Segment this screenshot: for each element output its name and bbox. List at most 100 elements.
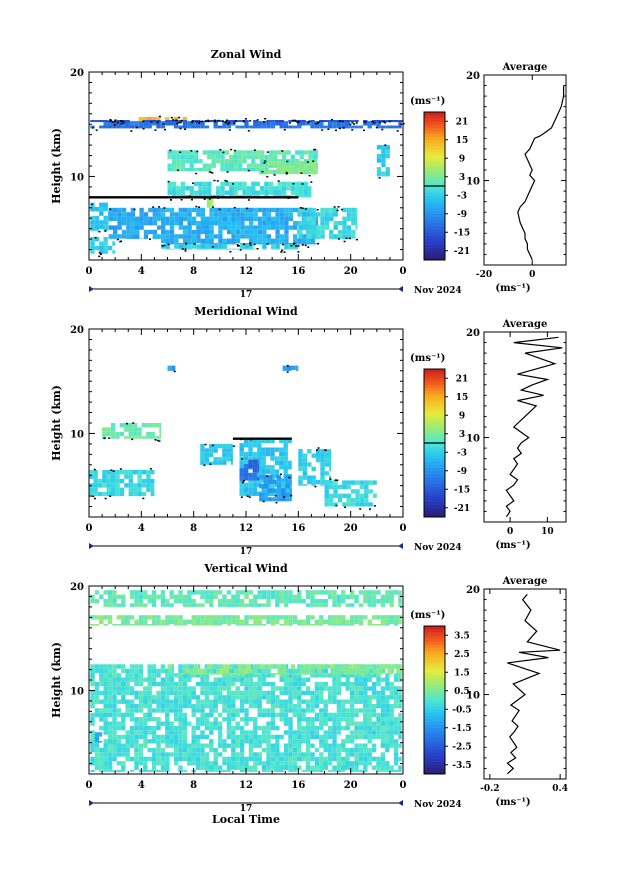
data-cell — [270, 686, 276, 691]
data-cell — [319, 752, 324, 757]
data-cell — [343, 664, 348, 669]
contour-dot — [169, 149, 172, 152]
data-cell — [281, 154, 287, 160]
data-cell — [371, 756, 377, 762]
data-cell — [398, 769, 402, 772]
colorbar-swatch — [424, 761, 445, 766]
data-cell — [292, 703, 298, 709]
data-cell — [249, 229, 254, 235]
data-cell — [239, 708, 245, 713]
data-cell — [349, 695, 355, 700]
x-ticks: 0 4 8 12 16 20 0 — [86, 329, 407, 534]
data-cell — [281, 160, 286, 166]
contour-dot — [244, 118, 247, 120]
data-cell — [107, 615, 113, 620]
data-cell — [112, 739, 117, 744]
data-cell — [200, 690, 205, 696]
data-cell — [376, 717, 381, 722]
data-cell — [327, 590, 333, 595]
data-cell — [279, 121, 284, 126]
data-cell — [121, 234, 127, 239]
data-cell — [283, 594, 289, 599]
colorbar-swatch — [424, 464, 445, 468]
data-cell — [147, 747, 152, 753]
data-cell — [160, 703, 166, 709]
data-cell — [253, 730, 258, 735]
contour-dot — [242, 480, 245, 482]
data-cell — [311, 160, 317, 166]
data-cell — [138, 590, 144, 595]
data-cell — [248, 734, 254, 740]
data-cell — [147, 677, 152, 682]
data-cell — [398, 721, 402, 726]
data-cell — [138, 734, 144, 740]
data-cell — [363, 725, 368, 731]
data-cell — [121, 216, 127, 221]
data-cell — [125, 619, 130, 624]
data-cell — [244, 248, 249, 250]
data-cell — [229, 186, 234, 191]
data-cell — [173, 743, 179, 748]
contour-dot — [185, 242, 188, 245]
data-cell — [204, 681, 210, 687]
data-cell — [275, 603, 280, 607]
data-cell — [329, 475, 331, 480]
data-cell — [314, 699, 320, 704]
data-cell — [288, 120, 293, 123]
data-cell — [174, 234, 179, 239]
data-cell — [227, 248, 232, 250]
colorbar-swatch — [424, 433, 445, 438]
data-cell — [213, 461, 218, 465]
data-cell — [271, 243, 276, 245]
data-cell — [398, 686, 402, 691]
data-cell — [107, 681, 113, 687]
colorbar-swatch — [424, 247, 445, 252]
contour-dot — [336, 209, 339, 212]
data-cell — [358, 686, 364, 691]
data-cell — [345, 712, 350, 718]
data-cell — [365, 664, 370, 669]
data-cell — [310, 769, 315, 772]
data-cell — [311, 207, 316, 213]
contour-dot — [324, 449, 327, 452]
data-cell — [257, 225, 263, 230]
contour-dot — [241, 458, 244, 460]
contour-dot — [249, 244, 252, 246]
data-cell — [376, 145, 382, 150]
data-cell — [116, 624, 122, 626]
data-cell — [134, 673, 139, 678]
data-cell — [165, 756, 170, 762]
data-cell — [90, 220, 95, 225]
colorbar-swatch — [424, 381, 445, 385]
data-cell — [342, 502, 347, 507]
data-cell — [209, 238, 214, 243]
colorbar-swatch — [424, 513, 445, 518]
data-cell — [267, 497, 273, 502]
data-cell — [363, 717, 368, 722]
data-cell — [213, 125, 218, 129]
data-cell — [239, 730, 245, 735]
data-cell — [336, 743, 342, 748]
data-cell — [301, 730, 306, 735]
data-cell — [99, 224, 104, 229]
data-cell — [157, 225, 161, 230]
data-cell — [165, 238, 170, 243]
data-cell — [185, 186, 190, 191]
data-cell — [171, 181, 177, 187]
data-cell — [332, 619, 337, 624]
data-cell — [283, 599, 289, 604]
data-cell — [324, 207, 330, 213]
data-cell — [239, 681, 245, 687]
data-cell — [248, 695, 254, 700]
colorbar-swatch — [424, 173, 445, 178]
data-cell — [279, 243, 285, 245]
data-cell — [248, 756, 254, 762]
colorbar-unit: (ms⁻¹) — [410, 353, 445, 364]
x-tick-label: 16 — [291, 523, 305, 534]
data-cell — [275, 244, 280, 249]
data-cell — [266, 673, 271, 678]
data-cell — [287, 465, 292, 470]
data-cell — [270, 456, 275, 461]
data-cell — [171, 150, 177, 155]
contour-dot — [228, 121, 231, 124]
